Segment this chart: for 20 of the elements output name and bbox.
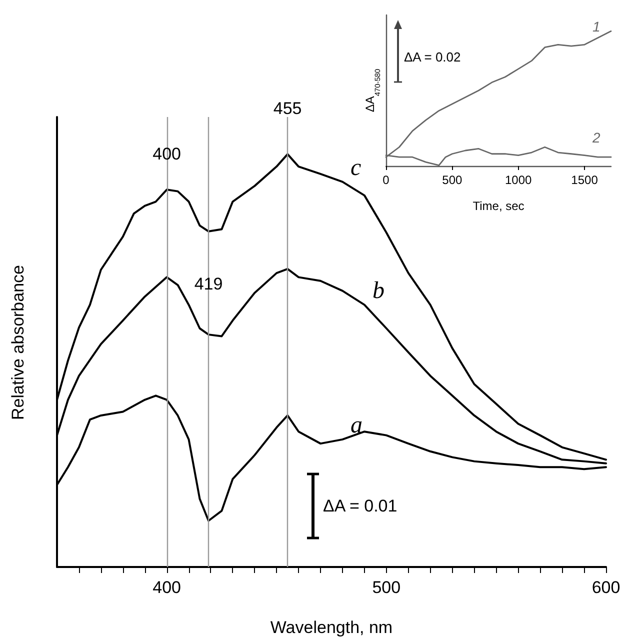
annotation: 419 (194, 274, 223, 294)
x-tick-label: 400 (152, 578, 181, 597)
x-tick-label: 0 (382, 173, 390, 187)
series-label: a (350, 412, 362, 438)
x-axis-title: Time, sec (472, 199, 524, 213)
x-tick-label: 600 (592, 578, 620, 597)
x-tick-label: 1500 (571, 173, 598, 187)
series-label: 2 (592, 129, 601, 146)
series-label: c (350, 154, 362, 181)
y-axis-title: Relative absorbance (8, 265, 28, 420)
series-label: b (372, 278, 384, 304)
x-tick-label: 500 (442, 173, 463, 187)
series-label: 1 (592, 18, 600, 35)
x-tick-label: 500 (372, 578, 401, 597)
x-tick-label: 1000 (505, 173, 532, 187)
annotation: ΔA = 0.01 (323, 496, 398, 516)
annotation: 455 (273, 99, 302, 118)
x-axis-title: Wavelength, nm (270, 618, 393, 637)
annotation: 400 (152, 144, 181, 164)
annotation: ΔA = 0.02 (404, 50, 461, 64)
